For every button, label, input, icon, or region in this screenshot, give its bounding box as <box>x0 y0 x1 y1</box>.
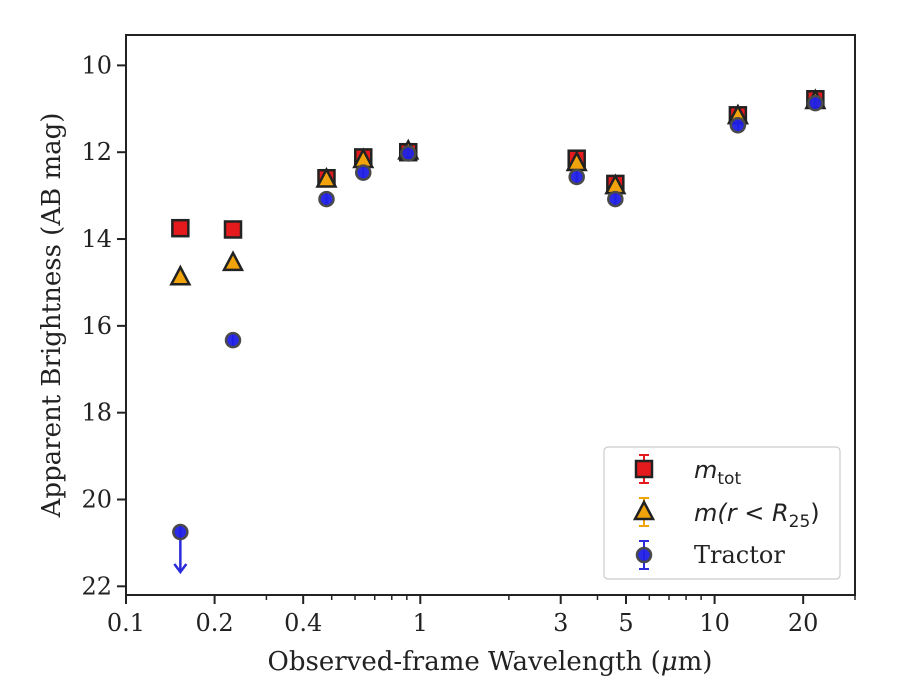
data-point <box>169 264 192 286</box>
data-point <box>729 117 747 134</box>
plot-frame <box>125 34 856 596</box>
legend-marker <box>632 499 656 521</box>
series-1 <box>169 88 827 286</box>
y-tick-label: 12 <box>81 138 112 166</box>
data-point <box>315 166 338 188</box>
legend-label-mtot: mtot <box>694 456 741 489</box>
x-tick-label: 0.2 <box>196 609 234 637</box>
data-point <box>223 220 243 239</box>
legend-marker <box>635 546 653 564</box>
x-tick-label: 0.4 <box>284 609 322 637</box>
legend-label-mr25: m(r < R25) <box>694 499 820 532</box>
x-tick-label: 0.1 <box>107 609 145 637</box>
upper-limit-arrowhead <box>173 563 188 575</box>
legend-box <box>603 446 841 580</box>
series-2 <box>172 94 824 575</box>
data-point <box>171 218 190 238</box>
x-tick-label: 1 <box>413 609 428 637</box>
axis-ticks: 0.1 0.2 0.4 1 3 5 10 20 10 12 14 16 18 20 22 <box>81 51 856 637</box>
legend-mtot-sub: tot <box>717 469 741 489</box>
legend-mr25-sub: 25 <box>789 512 811 532</box>
data-point <box>224 331 242 349</box>
legend-markers <box>632 454 656 570</box>
legend-mr25-post: ) <box>810 499 819 527</box>
data-point <box>399 145 417 162</box>
y-tick-label: 14 <box>81 225 112 253</box>
x-tick-label: 5 <box>618 609 633 637</box>
y-tick-label: 18 <box>81 399 112 427</box>
data-marks <box>169 88 827 575</box>
x-axis-label-pre: Observed-frame Wavelength ( <box>268 647 661 677</box>
series-0 <box>171 89 825 239</box>
data-point <box>568 168 585 186</box>
x-tick-label: 10 <box>699 609 730 637</box>
y-axis-label: Apparent Brightness (AB mag) <box>37 113 67 519</box>
legend-label-tractor: Tractor <box>694 541 785 569</box>
x-axis-label-mu: μ <box>661 647 678 677</box>
legend-mr25-pre: m(r < R <box>694 499 789 527</box>
y-tick-label: 10 <box>81 51 112 79</box>
data-point <box>221 250 245 272</box>
x-axis-label: Observed-frame Wavelength (μm) <box>268 647 713 677</box>
data-point <box>318 190 335 208</box>
y-tick-label: 20 <box>81 485 112 513</box>
data-point <box>607 190 624 208</box>
data-point <box>172 523 189 541</box>
data-point <box>355 164 372 181</box>
legend-marker <box>634 459 654 479</box>
data-point <box>807 94 824 112</box>
legend: mtot m(r < R25) Tractor <box>603 446 841 580</box>
legend-mtot-m: m <box>694 456 717 484</box>
x-tick-label: 20 <box>788 609 819 637</box>
x-axis-label-post: m) <box>678 647 713 677</box>
y-tick-label: 16 <box>81 312 112 340</box>
y-tick-label: 22 <box>81 572 112 600</box>
x-tick-label: 3 <box>553 609 568 637</box>
